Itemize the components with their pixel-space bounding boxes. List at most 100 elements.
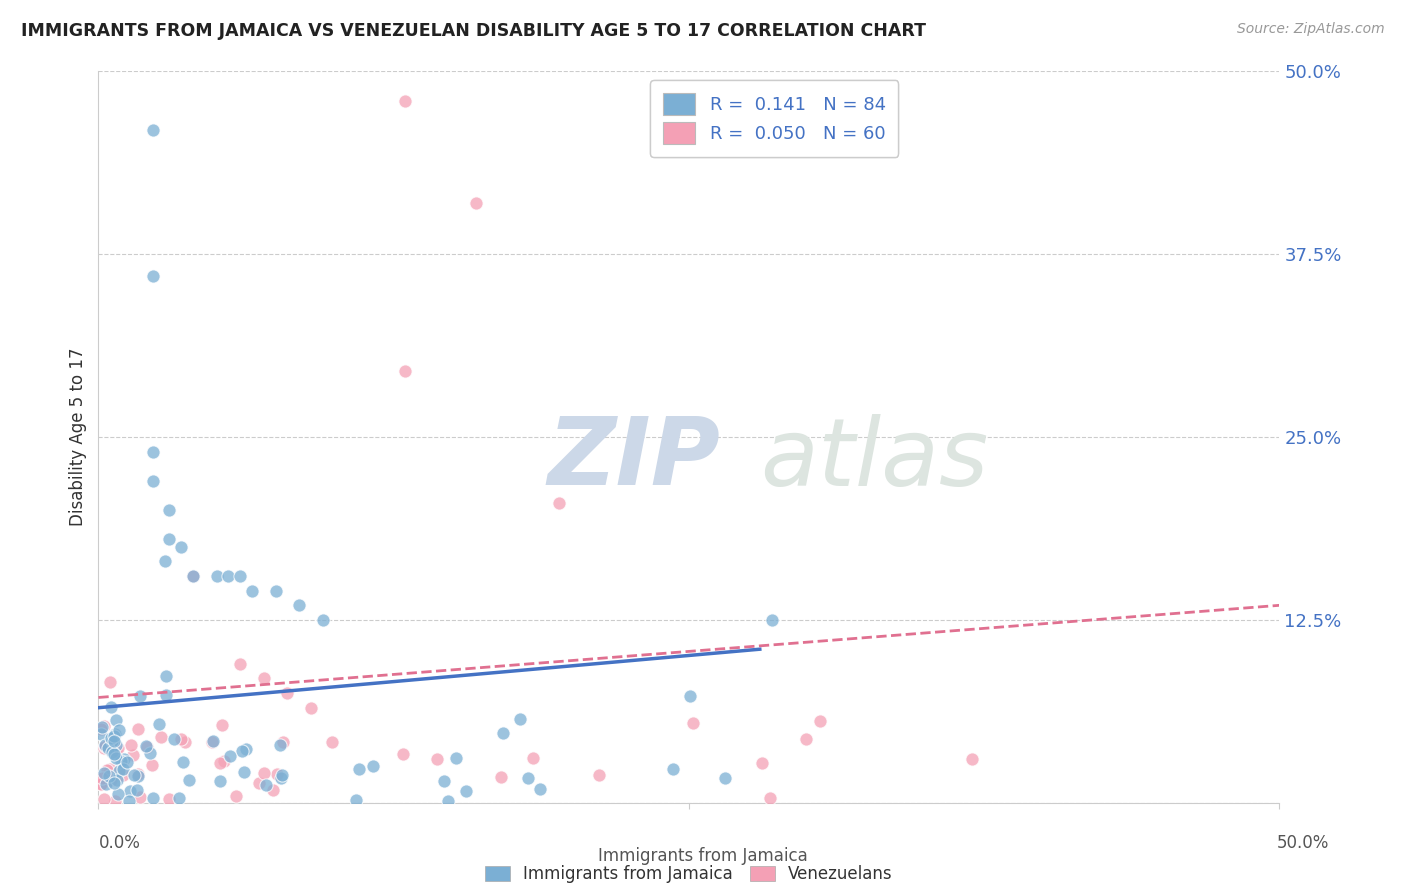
Text: 0.0%: 0.0% — [98, 834, 141, 852]
Point — [509, 712, 531, 726]
Point — [157, 533, 180, 547]
Point — [100, 731, 122, 746]
Point — [94, 776, 117, 790]
Point — [107, 787, 129, 801]
Point — [235, 741, 257, 756]
Point — [209, 756, 232, 770]
Text: ZIP: ZIP — [547, 413, 720, 505]
Point — [759, 791, 782, 805]
Point — [93, 766, 115, 780]
Point — [426, 752, 449, 766]
Point — [100, 745, 122, 759]
Point — [93, 791, 115, 805]
Point — [104, 727, 127, 741]
Point — [240, 583, 263, 598]
Point — [218, 748, 240, 763]
Point — [103, 737, 125, 751]
Point — [662, 762, 685, 776]
Point — [155, 669, 177, 683]
Text: Source: ZipAtlas.com: Source: ZipAtlas.com — [1237, 22, 1385, 37]
Point — [108, 723, 131, 738]
Point — [465, 196, 488, 211]
Point — [163, 731, 186, 746]
Point — [94, 739, 117, 753]
Point — [270, 771, 292, 785]
Point — [254, 778, 277, 792]
Point — [105, 772, 128, 787]
Point — [110, 754, 132, 768]
Point — [141, 758, 163, 772]
Point — [312, 613, 335, 627]
Point — [679, 690, 702, 704]
Point — [104, 714, 127, 728]
Point — [157, 503, 180, 517]
Point — [127, 722, 149, 736]
Point — [91, 772, 114, 786]
Point — [394, 94, 416, 108]
Point — [155, 688, 177, 702]
Point — [129, 789, 152, 804]
Point — [90, 777, 112, 791]
Point — [96, 763, 118, 777]
Point — [262, 783, 284, 797]
Point — [271, 768, 294, 782]
Point — [264, 583, 287, 598]
Point — [529, 782, 551, 797]
Point — [962, 752, 984, 766]
Point — [208, 774, 231, 789]
Point — [100, 773, 122, 788]
Point — [253, 672, 276, 686]
Point — [269, 738, 291, 752]
Point — [124, 767, 146, 781]
Point — [392, 747, 415, 761]
Point — [91, 720, 114, 734]
Point — [118, 794, 141, 808]
Point — [115, 755, 138, 769]
Point — [122, 748, 145, 763]
Point — [179, 772, 201, 787]
Point — [173, 735, 195, 749]
Point — [90, 722, 112, 736]
Point — [347, 762, 370, 776]
Point — [142, 269, 165, 284]
Point — [104, 743, 127, 757]
Point — [682, 715, 704, 730]
Point — [127, 769, 149, 783]
Point — [104, 751, 127, 765]
Point — [94, 738, 117, 752]
Point — [139, 746, 162, 760]
Point — [98, 762, 121, 776]
Point — [201, 735, 224, 749]
Point — [103, 734, 125, 748]
Point — [172, 755, 194, 769]
Text: atlas: atlas — [759, 414, 988, 505]
Point — [111, 763, 134, 777]
Point — [181, 569, 204, 583]
Point — [107, 741, 129, 756]
Point — [97, 741, 120, 756]
Point — [98, 769, 121, 783]
Point — [253, 765, 276, 780]
Point — [225, 789, 247, 803]
Point — [93, 719, 115, 733]
Point — [517, 771, 540, 785]
Point — [90, 777, 112, 791]
Text: IMMIGRANTS FROM JAMAICA VS VENEZUELAN DISABILITY AGE 5 TO 17 CORRELATION CHART: IMMIGRANTS FROM JAMAICA VS VENEZUELAN DI… — [21, 22, 927, 40]
Point — [288, 599, 311, 613]
Point — [217, 569, 239, 583]
Point — [211, 718, 233, 732]
Point — [181, 569, 204, 583]
Point — [344, 793, 367, 807]
Y-axis label: Disability Age 5 to 17: Disability Age 5 to 17 — [69, 348, 87, 526]
Point — [713, 772, 735, 786]
Point — [299, 700, 322, 714]
Point — [120, 738, 142, 752]
Point — [522, 750, 544, 764]
Point — [114, 752, 136, 766]
Point — [588, 768, 610, 782]
Point — [111, 768, 134, 782]
Point — [103, 747, 125, 761]
Point — [127, 766, 149, 780]
Point — [233, 765, 256, 780]
Point — [118, 783, 141, 797]
